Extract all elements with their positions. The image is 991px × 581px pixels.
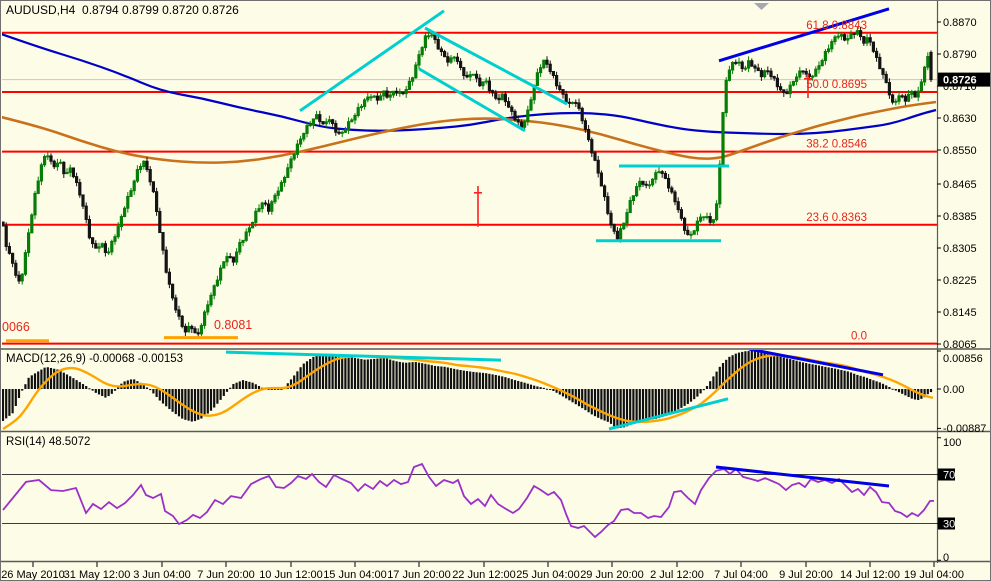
time-tick-label: 10 Jun 12:00 (259, 569, 323, 581)
cyan-ascending-line[interactable] (299, 9, 445, 113)
price-tick-label: 0.8870 (943, 17, 977, 29)
time-tick-label: 7 Jul 04:00 (714, 569, 768, 581)
rsi-tick-label: 100 (943, 437, 961, 449)
time-tick-label: 2 Jul 12:00 (650, 569, 704, 581)
fib-label: 50.0 0.8695 (806, 79, 867, 91)
time-tick-label: 17 Jun 20:00 (387, 569, 451, 581)
price-tick-label: 0.8225 (943, 275, 977, 287)
price-tick-label: 0.8465 (943, 179, 977, 191)
rsi-tick-label: 0 (943, 552, 949, 564)
price-tick-label: 0.8385 (943, 211, 977, 223)
price-axis[interactable]: 0.88700.87900.87100.86300.85500.84650.83… (937, 17, 991, 564)
candle-series (2, 26, 933, 338)
fib-label: 38.2 0.8546 (806, 139, 867, 151)
price-tick-label: 0.8305 (943, 243, 977, 255)
rsi-blue-descending-line[interactable] (715, 465, 890, 488)
macd-blue-descending-line[interactable] (748, 349, 884, 377)
rsi-tick-label: 70 (943, 470, 955, 482)
cyan-descending-upper-line[interactable] (424, 26, 568, 106)
fibonacci-retracement[interactable] (2, 31, 937, 345)
time-tick-label: 26 May 2010 (1, 569, 65, 581)
time-tick-label: 31 May 12:00 (64, 569, 131, 581)
price-tick-label: 0.8550 (943, 145, 977, 157)
fib-label: 23.6 0.8363 (806, 212, 867, 224)
support-price-label: 0.8081 (214, 318, 252, 332)
time-tick-label: 19 Jul 04:00 (904, 569, 964, 581)
time-tick-label: 29 Jun 20:00 (580, 569, 644, 581)
current-price-box (938, 72, 990, 87)
red-price-marker[interactable] (474, 186, 482, 227)
macd-panel[interactable] (2, 349, 934, 431)
price-tick-label: 0.8630 (943, 113, 977, 125)
main-price-panel[interactable]: 61.8 0.8843 50.0 0.8695 38.2 0.8546 23.6 0.… (1, 3, 937, 345)
time-tick-label: 25 Jun 04:00 (516, 569, 580, 581)
price-tick-label: 0.8790 (943, 49, 977, 61)
rsi-line (2, 462, 935, 539)
macd-tick-label: -0.00887 (943, 423, 986, 435)
time-tick-label: 7 Jun 20:00 (197, 569, 255, 581)
price-tick-label: 0.8145 (943, 307, 977, 319)
time-tick-label: 22 Jun 12:00 (452, 569, 516, 581)
fib-label: 0.0 (851, 331, 867, 343)
macd-cyan-upper-line[interactable] (225, 350, 502, 362)
clipped-price-label: 0066 (2, 320, 30, 334)
red-price-marker[interactable] (804, 74, 812, 98)
time-tick-label: 9 Jul 20:00 (779, 569, 833, 581)
rsi-tick-label: 30 (943, 519, 955, 531)
macd-tick-label: 0.00856 (943, 353, 983, 365)
time-tick-label: 14 Jul 12:00 (840, 569, 900, 581)
current-price-label: 0.8726 (943, 75, 977, 87)
triangle-marker-icon[interactable] (754, 3, 769, 10)
time-tick-label: 3 Jun 04:00 (133, 569, 191, 581)
rsi-panel[interactable] (2, 462, 937, 539)
time-tick-label: 15 Jun 04:00 (323, 569, 387, 581)
cyan-descending-lower-line[interactable] (418, 67, 526, 133)
macd-tick-label: 0.00 (943, 384, 964, 396)
blue-ascending-trendline[interactable] (718, 7, 890, 63)
macd-cyan-ascending-line[interactable] (608, 397, 729, 431)
ma-orange-line (2, 100, 937, 164)
fib-label: 61.8 0.8843 (806, 20, 867, 32)
price-tick-label: 0.8065 (943, 339, 977, 351)
